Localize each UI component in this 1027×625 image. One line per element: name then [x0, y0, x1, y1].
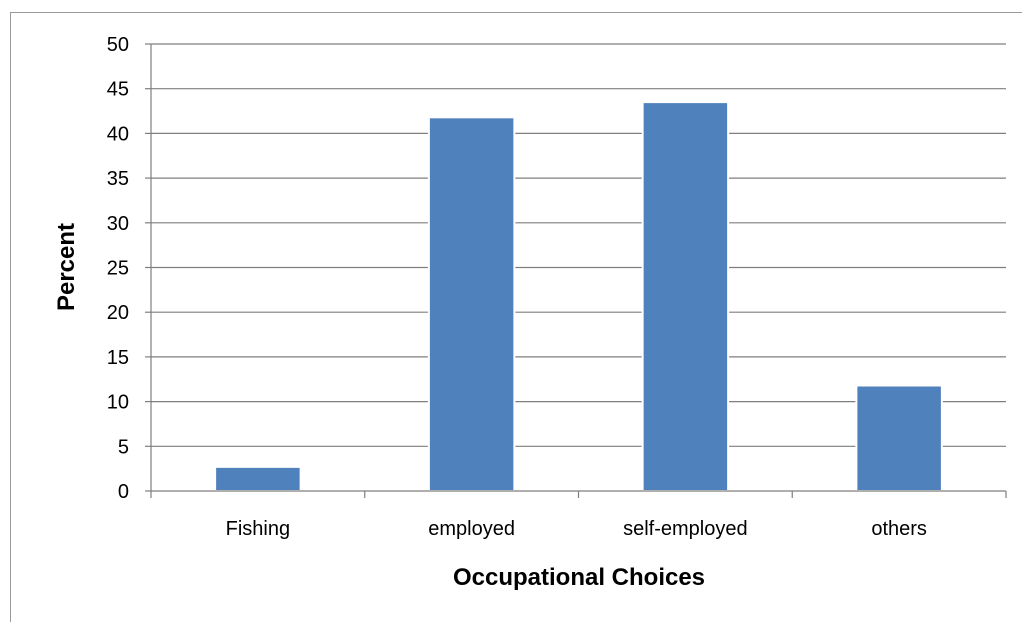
y-tick-label: 45	[107, 79, 129, 101]
y-tick-label: 30	[107, 213, 129, 235]
x-tick-label: employed	[428, 518, 515, 540]
x-tick-label: Fishing	[226, 518, 290, 540]
bar-employed	[427, 116, 516, 492]
y-tick-label: 15	[107, 347, 129, 369]
y-tick-label: 10	[107, 392, 129, 414]
y-tick-label: 50	[107, 34, 129, 56]
x-tick-labels: Fishing employed self-employed others	[226, 518, 927, 540]
bar-self-employed	[641, 101, 730, 493]
y-tick-label: 35	[107, 168, 129, 190]
y-tick-label: 5	[118, 436, 129, 458]
y-tick-label: 20	[107, 302, 129, 324]
bars	[214, 101, 943, 493]
bar-others	[855, 384, 943, 492]
y-tick-label: 40	[107, 123, 129, 145]
axes	[145, 43, 1007, 498]
y-tick-labels: 0 5 10 15 20 25 30 35 40 45 50	[107, 34, 129, 503]
y-axis-title: Percent	[53, 223, 80, 311]
bar-fishing	[214, 465, 302, 492]
x-tick-label: others	[871, 518, 927, 540]
x-axis-title: Occupational Choices	[453, 564, 705, 591]
x-tick-label: self-employed	[623, 518, 748, 540]
y-tick-label: 0	[118, 481, 129, 503]
chart-frame	[10, 12, 1022, 622]
y-tick-label: 25	[107, 258, 129, 280]
